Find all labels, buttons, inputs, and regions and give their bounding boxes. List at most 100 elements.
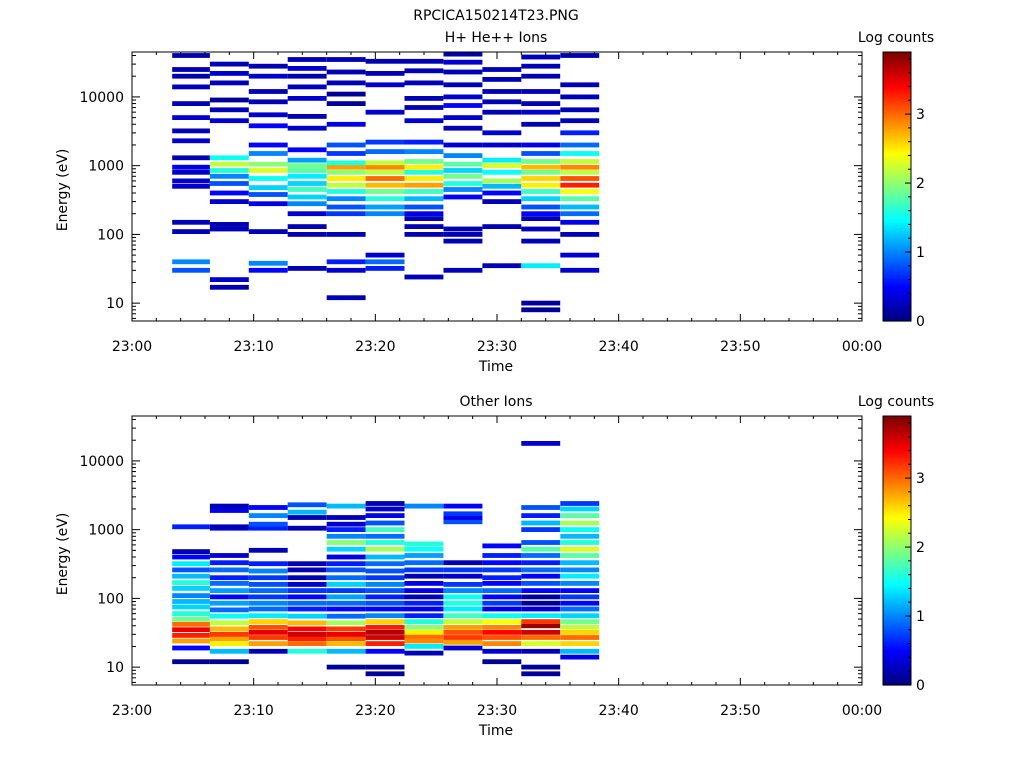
colorbar-segment xyxy=(883,664,911,668)
heatmap-cell xyxy=(521,560,561,566)
colorbar-segment xyxy=(883,676,911,679)
heatmap-cell xyxy=(482,648,522,654)
heatmap-cell xyxy=(404,560,444,566)
heatmap-cell xyxy=(482,641,522,646)
colorbar-segment xyxy=(883,525,911,529)
heatmap-cell xyxy=(404,80,444,86)
heatmap-cell xyxy=(209,600,249,606)
heatmap-cell xyxy=(365,546,405,552)
colorbar-segment xyxy=(883,287,911,291)
colorbar-segment xyxy=(883,258,911,262)
colorbar-segment xyxy=(883,215,911,219)
heatmap-cell xyxy=(560,506,600,512)
heatmap-cell xyxy=(326,164,366,170)
heatmap-cell xyxy=(521,142,561,148)
heatmap-cell xyxy=(326,196,366,202)
heatmap-cells-1 xyxy=(172,52,600,313)
heatmap-cell xyxy=(248,151,288,156)
heatmap-cell xyxy=(287,648,327,654)
heatmap-cell xyxy=(172,259,210,265)
heatmap-cell xyxy=(521,54,561,60)
heatmap-cell xyxy=(404,573,444,579)
heatmap-cell xyxy=(560,130,600,136)
heatmap-cell xyxy=(172,573,210,579)
x-tick-label: 23:40 xyxy=(598,703,638,719)
heatmap-cell xyxy=(172,586,210,591)
heatmap-cell xyxy=(287,588,327,593)
colorbar-segment xyxy=(883,611,911,614)
heatmap-cells-2 xyxy=(172,441,600,677)
heatmap-cell xyxy=(404,189,444,194)
heatmap-cell xyxy=(248,63,288,69)
heatmap-cell xyxy=(443,103,483,108)
heatmap-cell xyxy=(443,594,483,600)
heatmap-cell xyxy=(404,169,444,175)
colorbar-segment xyxy=(883,152,911,156)
heatmap-cell xyxy=(404,232,444,237)
heatmap-cell xyxy=(172,138,210,144)
heatmap-cell xyxy=(443,519,483,525)
heatmap-cell xyxy=(404,58,444,64)
heatmap-cell xyxy=(326,204,366,210)
heatmap-cell xyxy=(172,611,210,616)
colorbar-tick-label: 0 xyxy=(916,678,925,694)
heatmap-cell xyxy=(326,182,366,188)
heatmap-cell xyxy=(326,567,366,573)
heatmap-cell xyxy=(482,553,522,558)
heatmap-cell xyxy=(521,189,561,194)
heatmap-cell xyxy=(248,260,288,266)
heatmap-cell xyxy=(404,650,444,656)
colorbar-segment xyxy=(883,179,911,183)
colorbar-segment xyxy=(883,155,911,158)
colorbar-tick-label: 3 xyxy=(916,107,925,123)
colorbar-segment xyxy=(883,240,911,244)
colorbar-segment xyxy=(883,427,911,431)
colorbar-segment xyxy=(883,667,911,670)
heatmap-cell xyxy=(172,616,210,622)
heatmap-cell xyxy=(287,147,327,153)
heatmap-cell xyxy=(482,89,522,94)
colorbar-segment xyxy=(883,422,911,426)
colorbar-segment xyxy=(883,78,911,82)
heatmap-cell xyxy=(521,204,561,210)
heatmap-cell xyxy=(248,606,288,612)
colorbar-segment xyxy=(883,554,911,558)
x-tick-label: 23:30 xyxy=(477,703,517,719)
colorbar-segment xyxy=(883,58,911,62)
colorbar-segment xyxy=(883,617,911,621)
axes-1: 23:00 23:10 23:20 23:30 23:40 23:50 00:00 10 100… xyxy=(79,51,882,355)
heatmap-cell xyxy=(209,553,249,558)
heatmap-cell xyxy=(209,190,249,196)
heatmap-cell xyxy=(326,636,366,641)
heatmap-cell xyxy=(248,619,288,624)
heatmap-cell xyxy=(365,204,405,210)
colorbar-segment xyxy=(883,121,911,125)
heatmap-cell xyxy=(482,619,522,624)
colorbar-segment xyxy=(883,559,911,563)
colorbar-segment xyxy=(883,454,911,457)
colorbar-segment xyxy=(883,418,911,422)
colorbar-segment xyxy=(883,478,911,482)
heatmap-cell xyxy=(482,142,522,148)
colorbar-segment xyxy=(883,424,911,428)
heatmap-cell xyxy=(521,581,561,586)
heatmap-cell xyxy=(326,259,366,265)
heatmap-cell xyxy=(287,509,327,515)
colorbar-segment xyxy=(883,85,911,89)
heatmap-cell xyxy=(482,199,522,204)
colorbar-tick-label: 0 xyxy=(916,314,925,330)
colorbar-tick-label: 3 xyxy=(916,471,925,487)
heatmap-cell xyxy=(443,511,483,517)
panel-title-1: H+ He++ Ions xyxy=(445,30,548,46)
colorbar-segment xyxy=(883,242,911,246)
colorbar-segment xyxy=(883,291,911,295)
heatmap-cell xyxy=(404,546,444,552)
heatmap-cell xyxy=(365,259,405,265)
colorbar-segment xyxy=(883,593,911,596)
heatmap-cell xyxy=(443,560,483,566)
colorbar-segment xyxy=(883,76,911,80)
heatmap-cell xyxy=(404,224,444,229)
colorbar-segment xyxy=(883,680,911,684)
heatmap-cell xyxy=(209,161,249,167)
heatmap-cell xyxy=(443,582,483,587)
